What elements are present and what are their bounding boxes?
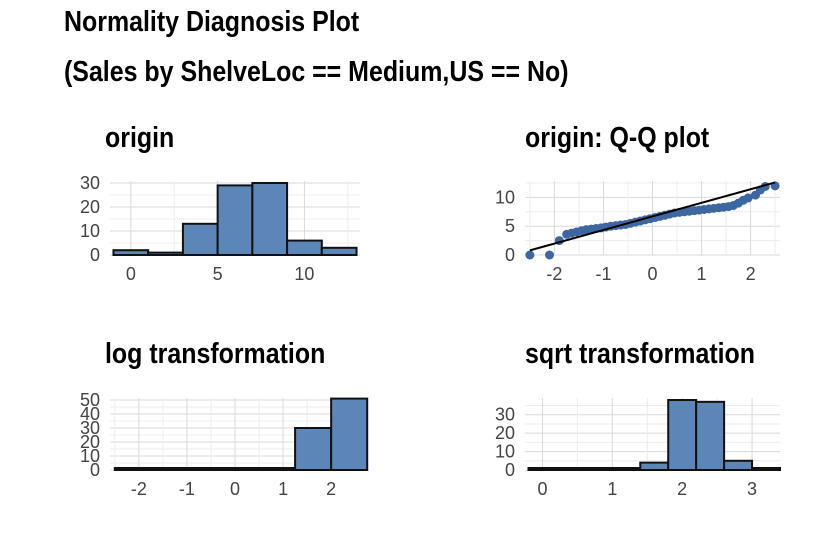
panel-title-origin: origin [105,122,175,154]
qq-xtick-label: -2 [546,264,562,284]
origin-bar [320,246,358,257]
qq-xtick-label: 0 [647,264,657,284]
log-ytick-label: 50 [80,390,100,410]
origin-bar [286,239,323,257]
log-bar [330,397,369,472]
sqrt-ytick-label: 10 [495,442,515,462]
log-xtick-label: -1 [179,479,195,499]
origin-bar [112,249,150,256]
log-ytick-label: 30 [80,418,100,438]
origin-ytick-label: 0 [90,245,100,265]
sqrt-bar [723,459,754,471]
sqrt-bar [751,467,782,471]
log-ytick-label: 0 [90,460,100,480]
sqrt-bar [667,399,698,471]
log-ytick-label: 40 [80,404,100,424]
panel-title-log: log transformation [105,338,326,370]
qq-xtick-label: 1 [697,264,707,284]
log-bar [294,427,333,471]
log-bar [185,467,224,471]
log-ytick-label: 20 [80,432,100,452]
origin-xtick-label: 5 [213,264,223,284]
origin-xtick-label: 0 [126,264,136,284]
sqrt-bar [555,467,586,471]
chart-subtitle: (Sales by ShelveLoc == Medium,US == No) [64,56,569,88]
qq-point [743,193,753,203]
qq-xtick-label: -1 [595,264,611,284]
origin-bar [181,222,219,257]
origin-ytick-label: 20 [80,197,100,217]
origin-bar [216,184,254,256]
log-bar [113,467,152,471]
sqrt-ytick-label: 0 [505,460,515,480]
sqrt-bar [583,467,614,471]
log-bar [149,467,188,471]
origin-bar [147,251,184,257]
log-xtick-label: 2 [326,479,336,499]
qq-ytick-label: 5 [505,216,515,236]
log-xtick-label: 1 [278,479,288,499]
panel-title-sqrt: sqrt transformation [525,338,756,370]
qq-reference-line [529,181,776,252]
sqrt-xtick-label: 3 [747,479,757,499]
origin-ytick-label: 10 [80,221,100,241]
qq-point [525,250,535,260]
qq-ytick-label: 0 [505,245,515,265]
sqrt-bar [695,400,726,471]
log-xtick-label: -2 [131,479,147,499]
sqrt-bar [611,467,642,471]
sqrt-ytick-label: 30 [495,405,515,425]
log-ytick-label: 10 [80,446,100,466]
panel-title-qq: origin: Q-Q plot [525,122,710,154]
sqrt-xtick-label: 2 [677,479,687,499]
qq-xtick-label: 2 [746,264,756,284]
sqrt-xtick-label: 0 [537,479,547,499]
log-xtick-label: 0 [230,479,240,499]
sqrt-bar [527,467,558,471]
qq-ytick-label: 10 [495,187,515,207]
origin-ytick-label: 30 [80,173,100,193]
origin-xtick-label: 10 [294,264,314,284]
origin-bar [251,182,289,256]
sqrt-bar [639,461,670,472]
sqrt-xtick-label: 1 [607,479,617,499]
log-bar [258,467,297,471]
chart-title: Normality Diagnosis Plot [64,6,360,38]
qq-point [545,250,555,260]
sqrt-ytick-label: 20 [495,423,515,443]
log-bar [221,467,261,471]
